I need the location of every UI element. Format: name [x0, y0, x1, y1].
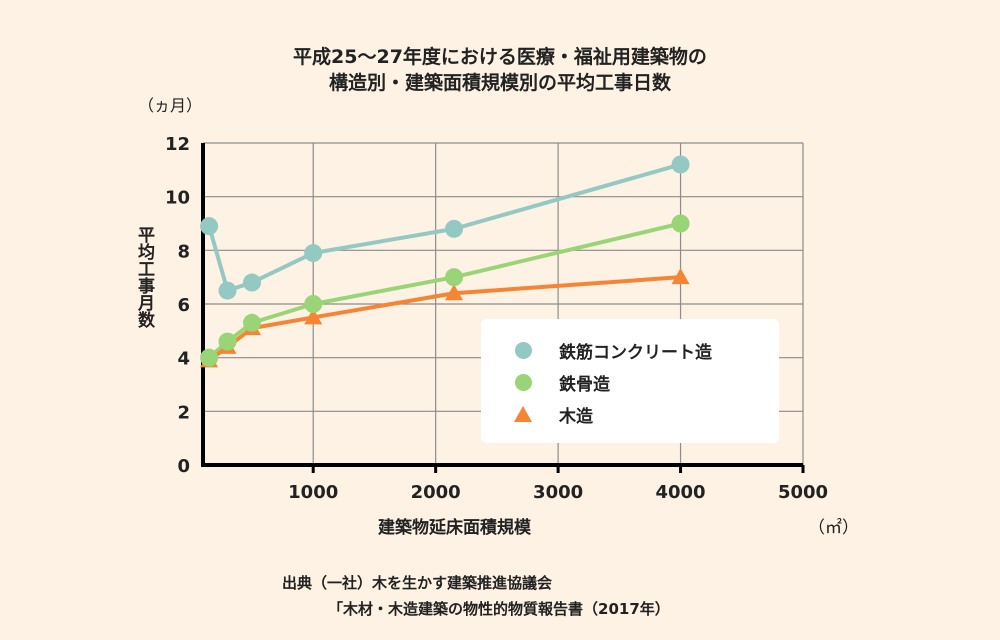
- y-tick-label-10: 10: [165, 188, 190, 209]
- marker-rc-0: [200, 217, 219, 236]
- marker-rc-5: [671, 155, 690, 174]
- legend-label-steel: 鉄骨造: [559, 374, 610, 395]
- x-tick-label-4000: 4000: [655, 482, 705, 503]
- y-axis-label: 平均工事月数: [134, 226, 154, 328]
- y-axis-unit: （ヵ月）: [138, 96, 203, 115]
- legend-label-wood: 木造: [559, 406, 593, 427]
- source-line1: 出典（一社）木を生かす建築推進協議会: [282, 574, 553, 592]
- source-line2: 「木材・木造建築の物性的物質報告書（2017年）: [328, 600, 670, 618]
- x-axis-label: 建築物延床面積規模: [378, 518, 531, 538]
- legend: 鉄筋コンクリート造 鉄骨造 木造: [481, 319, 779, 443]
- marker-rc-4: [445, 219, 464, 238]
- y-tick-label-8: 8: [177, 241, 190, 262]
- x-tick-label-3000: 3000: [533, 482, 583, 503]
- legend-item-rc: 鉄筋コンクリート造: [513, 338, 712, 363]
- marker-steel-4: [445, 268, 464, 287]
- marker-wood-4: [445, 284, 464, 301]
- legend-marker-steel: [514, 373, 532, 391]
- chart-title-line2: 構造別・建築面積規模別の平均工事日数: [328, 72, 671, 94]
- x-axis-unit: （㎡）: [808, 518, 859, 538]
- marker-rc-1: [218, 281, 237, 300]
- legend-marker-rc: [514, 341, 532, 359]
- marker-steel-2: [242, 313, 261, 332]
- y-tick-label-2: 2: [177, 402, 190, 423]
- chart-title-line1: 平成25～27年度における医療・福祉用建築物の: [293, 46, 707, 68]
- marker-steel-1: [218, 332, 237, 351]
- y-tick-label-6: 6: [177, 295, 190, 316]
- legend-label-rc: 鉄筋コンクリート造: [559, 342, 712, 363]
- marker-wood-5: [671, 268, 690, 285]
- marker-rc-3: [304, 244, 323, 263]
- marker-wood-3: [304, 308, 323, 325]
- x-tick-label-1000: 1000: [288, 482, 338, 503]
- y-tick-label-4: 4: [177, 349, 190, 370]
- x-tick-label-2000: 2000: [411, 482, 461, 503]
- series-line-rc: [207, 162, 682, 293]
- marker-steel-3: [304, 295, 323, 313]
- legend-item-wood: 木造: [513, 402, 593, 427]
- marker-steel-0: [200, 348, 219, 367]
- legend-marker-wood: [514, 406, 532, 422]
- y-tick-label-12: 12: [165, 134, 190, 155]
- marker-rc-2: [242, 273, 261, 292]
- marker-steel-5: [671, 214, 690, 233]
- x-tick-label-5000: 5000: [778, 482, 828, 503]
- legend-item-steel: 鉄骨造: [513, 370, 610, 395]
- y-tick-label-0: 0: [177, 456, 190, 477]
